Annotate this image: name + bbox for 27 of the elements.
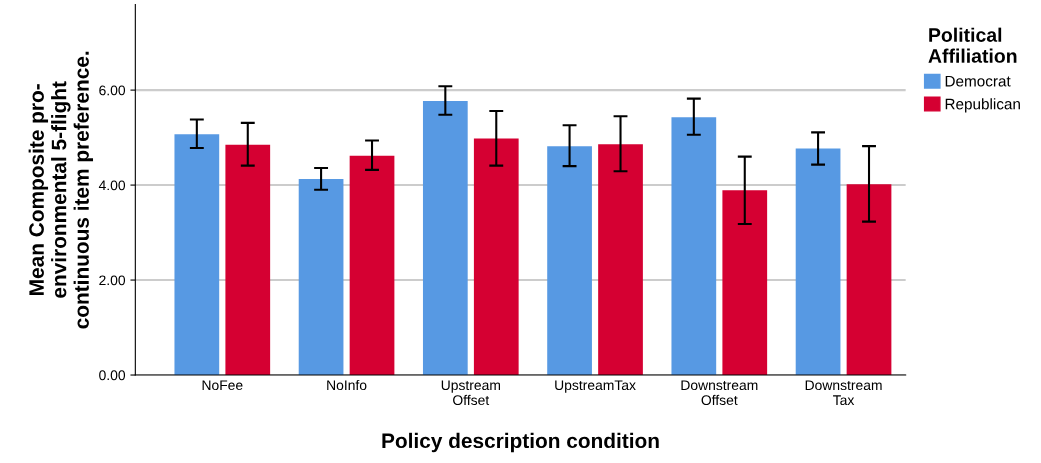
x-tick-label: Downstream Tax xyxy=(805,380,882,406)
x-tick-label: NoInfo xyxy=(327,379,367,391)
bar xyxy=(422,101,468,376)
y-tick-label: 4.00 xyxy=(98,180,126,191)
x-tick-label: NoFee xyxy=(202,380,243,391)
bar xyxy=(846,184,892,376)
bar xyxy=(225,144,271,376)
y-tick-label: 6.00 xyxy=(99,85,126,96)
bar xyxy=(722,190,768,376)
bar xyxy=(547,146,592,376)
x-tick-label: Upstream Offset xyxy=(441,380,500,406)
bar xyxy=(671,117,717,376)
x-tick-label: UpstreamTax xyxy=(555,380,636,393)
y-tick-label: 2.00 xyxy=(99,275,126,286)
legend-label: Democrat xyxy=(945,75,1011,87)
bar xyxy=(795,148,841,376)
bar xyxy=(298,178,344,376)
y-tick-label: 0.00 xyxy=(99,370,126,381)
bar xyxy=(174,134,220,376)
bar xyxy=(473,138,519,376)
legend-title: Political Affiliation xyxy=(928,27,1017,63)
bar xyxy=(349,155,395,376)
x-axis-title: Policy description condition xyxy=(382,432,659,453)
bar xyxy=(598,144,643,376)
legend-label: Republican xyxy=(945,98,1020,113)
x-tick-label: Downstream Offset xyxy=(681,380,758,406)
y-axis-title: Mean Composite pro- environmental 5-flight continuous item preference. xyxy=(28,51,94,329)
